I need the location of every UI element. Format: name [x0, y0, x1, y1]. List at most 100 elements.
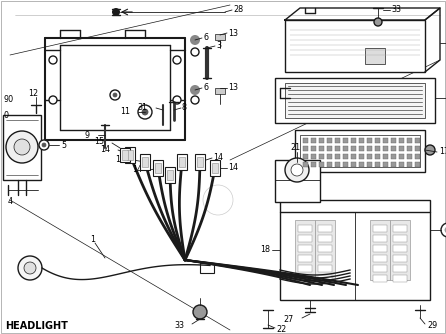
Bar: [335, 162, 340, 167]
Bar: [373, 235, 387, 242]
Bar: [318, 235, 332, 242]
Text: 9: 9: [85, 131, 90, 140]
Bar: [415, 154, 420, 159]
Bar: [393, 235, 407, 242]
Circle shape: [42, 143, 46, 147]
Bar: [343, 154, 348, 159]
Circle shape: [445, 227, 446, 233]
Bar: [399, 162, 404, 167]
Bar: [285, 83, 425, 118]
Text: 31: 31: [137, 104, 147, 113]
Bar: [359, 154, 364, 159]
Bar: [167, 170, 173, 180]
Text: 4: 4: [8, 197, 13, 206]
Bar: [375, 162, 380, 167]
Bar: [319, 162, 324, 167]
Circle shape: [285, 158, 309, 182]
Bar: [280, 200, 430, 300]
Bar: [393, 245, 407, 252]
Bar: [351, 162, 356, 167]
Bar: [295, 130, 425, 172]
Bar: [212, 163, 218, 173]
Text: 13: 13: [228, 84, 238, 93]
Bar: [298, 245, 312, 252]
Bar: [298, 255, 312, 262]
Bar: [318, 265, 332, 272]
Bar: [391, 154, 396, 159]
Bar: [298, 275, 312, 282]
Bar: [375, 154, 380, 159]
Circle shape: [374, 18, 382, 26]
Bar: [393, 255, 407, 262]
Polygon shape: [425, 8, 440, 72]
Bar: [415, 162, 420, 167]
Circle shape: [6, 131, 38, 163]
Bar: [318, 245, 332, 252]
Text: 28: 28: [233, 5, 243, 14]
Bar: [383, 146, 388, 151]
Bar: [127, 150, 133, 160]
Bar: [327, 154, 332, 159]
Text: 14: 14: [228, 164, 238, 172]
Circle shape: [112, 8, 120, 16]
Bar: [303, 146, 308, 151]
Bar: [359, 146, 364, 151]
Bar: [303, 138, 308, 143]
Text: 22: 22: [276, 326, 286, 334]
Bar: [318, 275, 332, 282]
Bar: [298, 225, 312, 232]
Bar: [155, 163, 161, 173]
Text: 1: 1: [90, 235, 95, 244]
Bar: [373, 275, 387, 282]
Text: 33: 33: [391, 5, 401, 14]
Text: 14: 14: [115, 156, 125, 165]
Bar: [343, 146, 348, 151]
Bar: [375, 138, 380, 143]
Circle shape: [14, 139, 30, 155]
Bar: [399, 146, 404, 151]
Text: 0: 0: [3, 111, 8, 120]
Bar: [343, 162, 348, 167]
Text: 5: 5: [61, 141, 66, 150]
Bar: [391, 162, 396, 167]
Circle shape: [142, 109, 148, 115]
Bar: [125, 147, 135, 163]
Bar: [391, 146, 396, 151]
Bar: [319, 154, 324, 159]
Bar: [142, 157, 148, 167]
Circle shape: [190, 35, 200, 45]
Bar: [210, 160, 220, 176]
Bar: [295, 220, 315, 280]
Text: 8: 8: [182, 104, 187, 113]
Bar: [407, 146, 412, 151]
Bar: [140, 154, 150, 170]
Bar: [393, 275, 407, 282]
Bar: [179, 157, 185, 167]
Text: 29: 29: [427, 322, 437, 331]
Text: 14: 14: [132, 166, 142, 174]
Circle shape: [110, 90, 120, 100]
Bar: [311, 146, 316, 151]
Bar: [285, 20, 425, 72]
Bar: [359, 162, 364, 167]
Circle shape: [138, 105, 152, 119]
Bar: [407, 154, 412, 159]
Text: 14: 14: [213, 154, 223, 163]
Circle shape: [193, 305, 207, 319]
Bar: [407, 138, 412, 143]
Text: 18: 18: [260, 245, 270, 255]
Bar: [359, 138, 364, 143]
Bar: [383, 154, 388, 159]
Bar: [335, 138, 340, 143]
Circle shape: [191, 96, 199, 104]
Bar: [200, 263, 214, 273]
Bar: [399, 154, 404, 159]
Bar: [407, 162, 412, 167]
Bar: [165, 167, 175, 183]
Circle shape: [113, 93, 117, 97]
Circle shape: [39, 140, 49, 150]
Circle shape: [441, 223, 446, 237]
Circle shape: [49, 96, 57, 104]
Bar: [343, 138, 348, 143]
Bar: [120, 148, 130, 162]
